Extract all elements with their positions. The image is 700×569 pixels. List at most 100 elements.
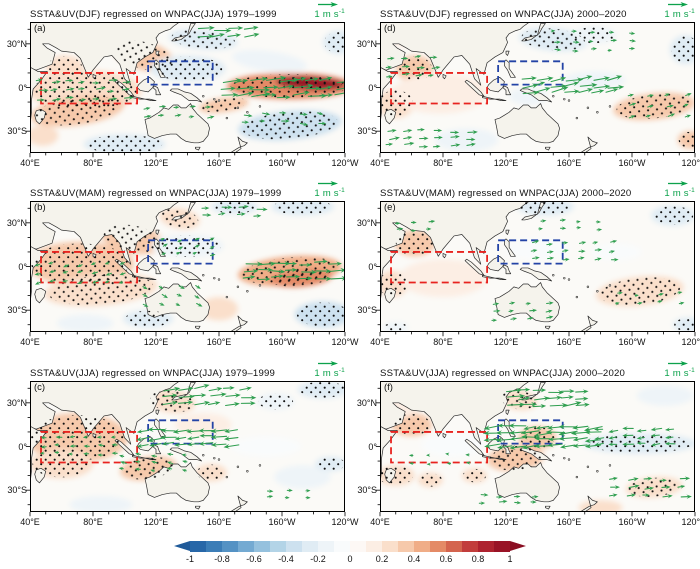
reference-arrow-icon bbox=[668, 180, 689, 186]
x-tick-label: 40°E bbox=[20, 337, 40, 347]
panel-letter: (b) bbox=[34, 202, 46, 213]
map-canvas-b bbox=[25, 201, 346, 337]
x-tick-label: 120°E bbox=[143, 337, 169, 347]
colorbar-segment bbox=[238, 541, 254, 552]
colorbar-tick-label: -0.2 bbox=[310, 554, 326, 564]
panel-f: SSTA&UV(JJA) regressed on WNPAC(JJA) 200… bbox=[357, 360, 700, 530]
colorbar-segment bbox=[366, 541, 382, 552]
x-tick-label: 160°W bbox=[268, 158, 296, 168]
x-tick-label: 120°W bbox=[681, 337, 700, 347]
x-tick-label: 160°E bbox=[206, 158, 232, 168]
y-tick-label: 30°N bbox=[6, 397, 27, 408]
x-tick-label: 80°E bbox=[433, 158, 453, 168]
y-tick-label: 30°N bbox=[356, 217, 377, 228]
y-tick-label: 30°S bbox=[357, 126, 377, 137]
x-tick-label: 80°E bbox=[83, 337, 103, 347]
reference-vector-legend: 1 m s-1 bbox=[314, 1, 345, 20]
colorbar-segment bbox=[318, 541, 334, 552]
reference-vector-legend: 1 m s-1 bbox=[664, 360, 695, 379]
x-tick-label: 40°E bbox=[20, 517, 40, 527]
colorbar: -1 -0.8 -0.6 -0.4 -0.2 0 0.2 0.4 0.6 0.8 1 bbox=[174, 541, 526, 567]
colorbar-tick-label: 0 bbox=[347, 554, 353, 564]
map-canvas-e bbox=[375, 201, 696, 337]
panel-e: SSTA&UV(MAM) regressed on WNPAC(JJA) 200… bbox=[357, 180, 700, 350]
x-axis-labels: 40°E 80°E 120°E 160°E 160°W 120°W bbox=[370, 158, 700, 171]
x-tick-label: 80°E bbox=[433, 337, 453, 347]
y-tick-label: 30°S bbox=[7, 305, 27, 316]
colorbar-left-arrow-icon bbox=[174, 541, 190, 551]
reference-arrow-icon bbox=[318, 1, 339, 7]
colorbar-tick-label: -0.8 bbox=[214, 554, 230, 564]
y-tick-label: 30°N bbox=[6, 38, 27, 49]
y-tick-label: 0° bbox=[368, 82, 377, 93]
x-tick-label: 80°E bbox=[83, 517, 103, 527]
colorbar-tick-label: 0.2 bbox=[375, 554, 389, 564]
panel-letter: (d) bbox=[384, 23, 396, 34]
x-tick-label: 120°W bbox=[331, 517, 359, 527]
reference-arrow-icon bbox=[668, 1, 689, 7]
reference-vector-legend: 1 m s-1 bbox=[664, 180, 695, 199]
y-tick-label: 0° bbox=[18, 261, 27, 272]
panel-b: SSTA&UV(MAM) regressed on WNPAC(JJA) 197… bbox=[7, 180, 359, 350]
x-axis-labels: 40°E 80°E 120°E 160°E 160°W 120°W bbox=[370, 337, 700, 350]
panel-title: SSTA&UV(DJF) regressed on WNPAC(JJA) 197… bbox=[30, 9, 277, 20]
y-tick-label: 0° bbox=[18, 82, 27, 93]
x-tick-label: 120°W bbox=[681, 517, 700, 527]
x-axis-labels: 40°E 80°E 120°E 160°E 160°W 120°W bbox=[20, 337, 358, 350]
colorbar-segment bbox=[398, 541, 414, 552]
x-tick-label: 120°E bbox=[493, 517, 519, 527]
colorbar-segment bbox=[190, 541, 206, 552]
y-tick-label: 0° bbox=[368, 261, 377, 272]
reference-vector-legend: 1 m s-1 bbox=[314, 360, 345, 379]
panel-letter: (f) bbox=[384, 382, 393, 393]
panel-title: SSTA&UV(MAM) regressed on WNPAC(JJA) 200… bbox=[380, 188, 632, 199]
x-tick-label: 160°E bbox=[556, 158, 582, 168]
panel-d: SSTA&UV(DJF) regressed on WNPAC(JJA) 200… bbox=[357, 1, 700, 171]
x-axis-labels: 40°E 80°E 120°E 160°E 160°W 120°W bbox=[370, 517, 700, 530]
colorbar-segment bbox=[430, 541, 446, 552]
colorbar-segment bbox=[334, 541, 350, 552]
map-canvas-f bbox=[375, 381, 696, 517]
y-tick-label: 30°S bbox=[357, 305, 377, 316]
x-tick-label: 160°W bbox=[268, 517, 296, 527]
x-tick-label: 40°E bbox=[370, 337, 390, 347]
y-tick-label: 30°N bbox=[6, 217, 27, 228]
x-tick-label: 160°W bbox=[618, 517, 646, 527]
panel-letter: (c) bbox=[34, 382, 46, 393]
map-panel: (f) 30°N 0° 30°S bbox=[357, 381, 696, 517]
x-tick-label: 120°E bbox=[493, 337, 519, 347]
x-tick-label: 120°W bbox=[331, 158, 359, 168]
colorbar-tick-label: -0.4 bbox=[278, 554, 294, 564]
panel-title: SSTA&UV(JJA) regressed on WNPAC(JJA) 200… bbox=[380, 368, 626, 379]
map-panel: (c) 30°N 0° 30°S bbox=[7, 381, 346, 517]
panel-letter: (e) bbox=[384, 202, 396, 213]
colorbar-segment bbox=[254, 541, 270, 552]
x-tick-label: 120°E bbox=[493, 158, 519, 168]
map-panel: (d) 30°N 0° 30°S bbox=[357, 22, 696, 158]
colorbar-segment bbox=[206, 541, 222, 552]
x-tick-label: 160°E bbox=[206, 517, 232, 527]
colorbar-segment bbox=[270, 541, 286, 552]
x-tick-label: 160°E bbox=[206, 337, 232, 347]
colorbar-segments bbox=[190, 541, 510, 552]
map-panel: (a) 30°N 0° 30°S bbox=[7, 22, 346, 158]
panel-letter: (a) bbox=[34, 23, 46, 34]
x-tick-label: 80°E bbox=[433, 517, 453, 527]
colorbar-tick-label: 0.6 bbox=[439, 554, 453, 564]
reference-vector-legend: 1 m s-1 bbox=[314, 180, 345, 199]
panel-a: SSTA&UV(DJF) regressed on WNPAC(JJA) 197… bbox=[7, 1, 359, 171]
x-tick-label: 160°E bbox=[556, 337, 582, 347]
x-tick-label: 160°W bbox=[618, 337, 646, 347]
x-tick-label: 160°E bbox=[556, 517, 582, 527]
map-panel: (e) 30°N 0° 30°S bbox=[357, 201, 696, 337]
y-tick-label: 30°S bbox=[7, 485, 27, 496]
reference-arrow-icon bbox=[318, 180, 339, 186]
panel-title: SSTA&UV(DJF) regressed on WNPAC(JJA) 200… bbox=[380, 9, 627, 20]
panel-title: SSTA&UV(JJA) regressed on WNPAC(JJA) 197… bbox=[30, 368, 276, 379]
reference-vector-legend: 1 m s-1 bbox=[664, 1, 695, 20]
x-tick-label: 40°E bbox=[370, 517, 390, 527]
x-tick-label: 160°W bbox=[618, 158, 646, 168]
colorbar-segment bbox=[350, 541, 366, 552]
colorbar-segment bbox=[478, 541, 494, 552]
